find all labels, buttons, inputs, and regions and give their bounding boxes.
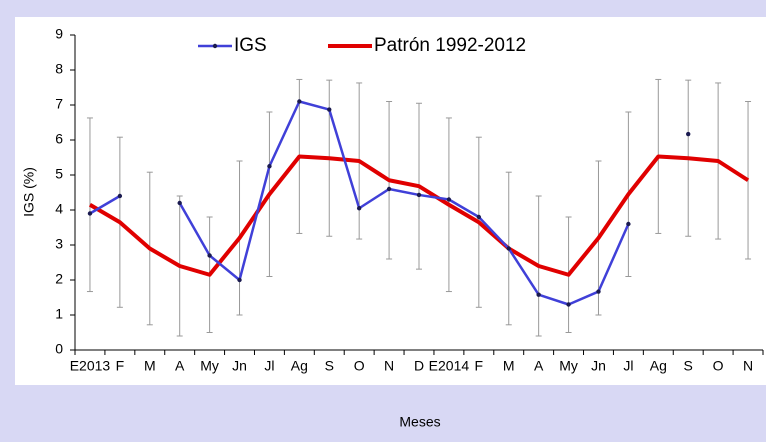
y-tick-label: 3: [55, 236, 63, 252]
x-tick-label: O: [354, 358, 365, 374]
legend-marker: [212, 43, 218, 49]
point: [446, 197, 452, 202]
point: [237, 277, 242, 283]
x-tick-label: N: [384, 358, 394, 374]
point: [566, 302, 571, 307]
point: [207, 253, 212, 258]
y-tick-label: 0: [55, 341, 63, 357]
point: [686, 131, 691, 137]
y-tick-label: 4: [55, 201, 63, 217]
point: [626, 221, 631, 227]
point: [506, 246, 511, 251]
point: [87, 211, 93, 216]
point: [356, 206, 362, 211]
point: [536, 292, 541, 297]
x-tick-label: N: [743, 358, 753, 374]
y-tick-label: 2: [55, 271, 63, 287]
x-tick-label: S: [325, 358, 334, 374]
x-tick-label: D: [414, 358, 424, 374]
series-line: [88, 154, 750, 277]
x-tick-label: E2014: [429, 358, 470, 374]
y-tick-label: 9: [55, 26, 63, 42]
x-tick-label: My: [559, 358, 578, 374]
point: [476, 214, 482, 220]
y-tick-label: 5: [55, 166, 63, 182]
x-tick-label: Ag: [291, 358, 308, 374]
x-tick-label: F: [116, 358, 125, 374]
series-line: [178, 100, 630, 306]
point: [416, 192, 422, 198]
x-tick-label: M: [144, 358, 156, 374]
point: [267, 164, 272, 169]
x-tick-label: Jl: [264, 358, 274, 374]
x-tick-label: A: [175, 358, 185, 374]
x-tick-label: Ag: [650, 358, 667, 374]
series-line: [89, 194, 121, 215]
legend-label: IGS: [234, 35, 267, 56]
y-axis-label: IGS (%): [21, 167, 37, 217]
y-tick-label: 6: [55, 131, 63, 147]
y-tick-label: 7: [55, 96, 63, 112]
x-tick-label: O: [713, 358, 724, 374]
point: [386, 186, 392, 192]
legend-label: Patrón 1992-2012: [374, 35, 526, 56]
x-tick-label: Jn: [232, 358, 247, 374]
x-axis-label: Meses: [399, 414, 440, 430]
point: [596, 289, 601, 294]
x-tick-label: Jn: [591, 358, 606, 374]
point: [297, 99, 302, 104]
point: [327, 107, 332, 112]
x-tick-label: Jl: [623, 358, 633, 374]
plot-background: [15, 17, 766, 385]
x-tick-label: F: [475, 358, 484, 374]
point: [117, 193, 123, 199]
y-tick-label: 1: [55, 306, 63, 322]
x-tick-label: S: [684, 358, 693, 374]
x-tick-label: M: [503, 358, 515, 374]
x-tick-label: My: [200, 358, 219, 374]
x-tick-label: E2013: [70, 358, 111, 374]
y-tick-label: 8: [55, 61, 63, 77]
x-tick-label: A: [534, 358, 544, 374]
point: [177, 200, 182, 206]
